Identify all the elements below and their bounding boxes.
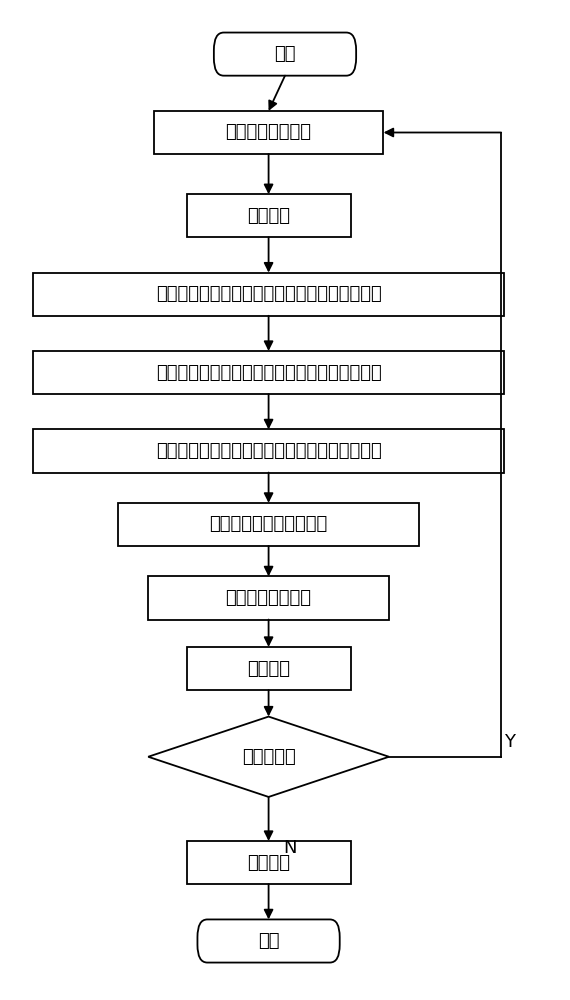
Text: 保存数据: 保存数据 bbox=[247, 660, 290, 678]
Text: 计算异步轴向误差运动值: 计算异步轴向误差运动值 bbox=[209, 516, 328, 534]
Text: Y: Y bbox=[504, 733, 515, 751]
Text: N: N bbox=[284, 839, 297, 857]
Bar bbox=[33, 351, 504, 394]
Text: 显示计算分析结果: 显示计算分析结果 bbox=[226, 589, 312, 607]
Text: 结束: 结束 bbox=[258, 932, 279, 950]
Text: 采集数据: 采集数据 bbox=[247, 207, 290, 225]
FancyBboxPatch shape bbox=[197, 919, 340, 963]
Polygon shape bbox=[148, 717, 389, 797]
Bar bbox=[154, 111, 384, 154]
Bar bbox=[186, 841, 351, 884]
Bar bbox=[33, 429, 504, 473]
Text: 计算同步径向误差运动值和异步径向误差运动值: 计算同步径向误差运动值和异步径向误差运动值 bbox=[156, 285, 381, 303]
Text: 计算同步倾斜误差运动值和异步倾斜误差运动值: 计算同步倾斜误差运动值和异步倾斜误差运动值 bbox=[156, 364, 381, 382]
Text: 开始: 开始 bbox=[274, 45, 296, 63]
Text: 获取主轴原点位置: 获取主轴原点位置 bbox=[226, 123, 312, 141]
Bar bbox=[186, 194, 351, 237]
FancyBboxPatch shape bbox=[214, 33, 356, 76]
Text: 计算基本轴向误差运动值和剩余轴向误差运动值: 计算基本轴向误差运动值和剩余轴向误差运动值 bbox=[156, 442, 381, 460]
Bar bbox=[33, 273, 504, 316]
Text: 停止主轴: 停止主轴 bbox=[247, 854, 290, 872]
Bar bbox=[118, 503, 419, 546]
Bar bbox=[186, 647, 351, 690]
Text: 继续测试？: 继续测试？ bbox=[242, 748, 295, 766]
Bar bbox=[148, 576, 389, 620]
